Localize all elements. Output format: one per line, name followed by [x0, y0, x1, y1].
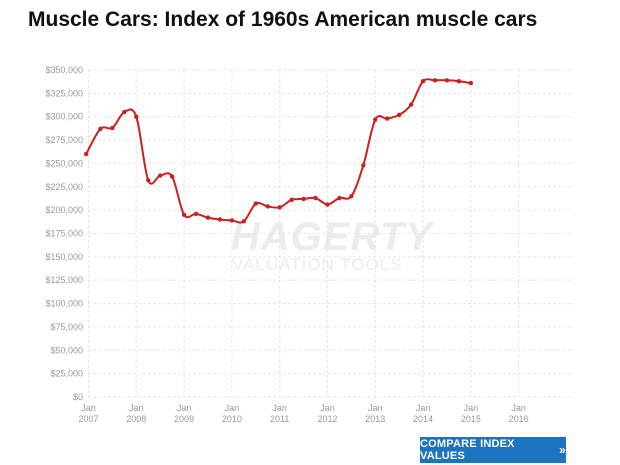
x-tick-month-label: Jan	[464, 403, 479, 413]
line-chart: $0 $25,000 $50,000 $75,000 $100,000 $125,000 $…	[45, 65, 574, 424]
x-tick-month-label: Jan	[272, 403, 287, 413]
y-tick-label: $250,000	[45, 158, 83, 168]
y-tick-label: $350,000	[45, 65, 83, 75]
y-tick-label: $150,000	[45, 252, 83, 262]
data-point	[444, 78, 450, 83]
x-tick-year-label: 2007	[78, 414, 98, 424]
hagerty-watermark-logo: HAGERTY	[231, 215, 433, 259]
watermark-tagline: VALUATION TOOLS	[232, 255, 403, 274]
data-point	[241, 219, 247, 224]
data-point	[361, 163, 366, 168]
chart-title: Muscle Cars: Index of 1960s American mus…	[28, 8, 538, 31]
data-point	[277, 205, 282, 210]
x-tick-month-label: Jan	[177, 403, 192, 413]
data-point	[420, 79, 426, 84]
x-tick-month-label: Jan	[129, 403, 144, 413]
y-tick-label: $50,000	[50, 345, 83, 355]
data-point	[122, 109, 127, 115]
x-tick-month-label: Jan	[368, 403, 383, 413]
data-point	[432, 78, 438, 83]
data-point	[205, 215, 211, 220]
data-point	[134, 114, 139, 119]
double-chevron-right-icon: »	[559, 443, 566, 457]
y-tick-label: $225,000	[45, 182, 83, 192]
y-tick-label: $75,000	[50, 322, 83, 332]
series-line	[85, 78, 472, 224]
compare-index-values-button[interactable]: COMPARE INDEX VALUES »	[420, 437, 566, 463]
y-tick-label: $200,000	[45, 205, 83, 215]
chart-area: HAGERTY VALUATION TOOLS $0 $25,000 $50,000…	[0, 55, 620, 435]
y-tick-label: $0	[73, 392, 83, 402]
x-tick-year-label: 2008	[126, 414, 146, 424]
data-point	[313, 195, 318, 201]
data-point	[110, 125, 115, 131]
y-tick-label: $275,000	[45, 135, 83, 145]
x-tick-year-label: 2012	[317, 414, 337, 424]
data-point	[83, 151, 89, 157]
x-tick-month-label: Jan	[225, 403, 240, 413]
y-tick-label: $175,000	[45, 229, 83, 239]
x-tick-year-label: 2009	[174, 414, 194, 424]
data-point	[169, 174, 175, 179]
x-tick-month-label: Jan	[81, 403, 96, 413]
x-tick-year-label: 2015	[461, 414, 481, 424]
data-point	[385, 116, 390, 121]
x-tick-year-label: 2011	[270, 414, 289, 424]
x-tick-year-label: 2016	[509, 414, 529, 424]
data-point	[325, 202, 330, 207]
x-tick-year-label: 2014	[413, 414, 433, 424]
x-tick-month-label: Jan	[320, 403, 335, 413]
data-point	[456, 79, 462, 84]
data-point	[349, 193, 354, 199]
data-point	[193, 211, 199, 217]
compare-button-label: COMPARE INDEX VALUES	[420, 438, 515, 462]
data-point	[373, 117, 378, 122]
data-point	[146, 178, 151, 183]
data-point	[408, 102, 414, 107]
data-point	[181, 212, 187, 218]
x-tick-month-label: Jan	[416, 403, 431, 413]
x-tick-year-label: 2010	[222, 414, 242, 424]
data-point	[468, 80, 474, 86]
data-point	[265, 204, 270, 209]
data-point	[337, 195, 342, 201]
data-point	[229, 218, 235, 223]
data-point	[98, 126, 103, 132]
y-tick-label: $125,000	[45, 275, 83, 285]
y-tick-label: $100,000	[45, 299, 83, 309]
x-tick-month-label: Jan	[511, 403, 526, 413]
y-tick-label: $25,000	[50, 369, 83, 379]
x-tick-year-label: 2013	[365, 414, 385, 424]
y-tick-label: $300,000	[45, 112, 83, 122]
data-point	[157, 173, 163, 178]
data-point	[396, 112, 402, 118]
data-point	[289, 197, 294, 203]
data-point	[217, 217, 223, 222]
data-point	[301, 196, 306, 202]
data-point	[253, 201, 258, 206]
y-tick-label: $325,000	[45, 88, 83, 98]
